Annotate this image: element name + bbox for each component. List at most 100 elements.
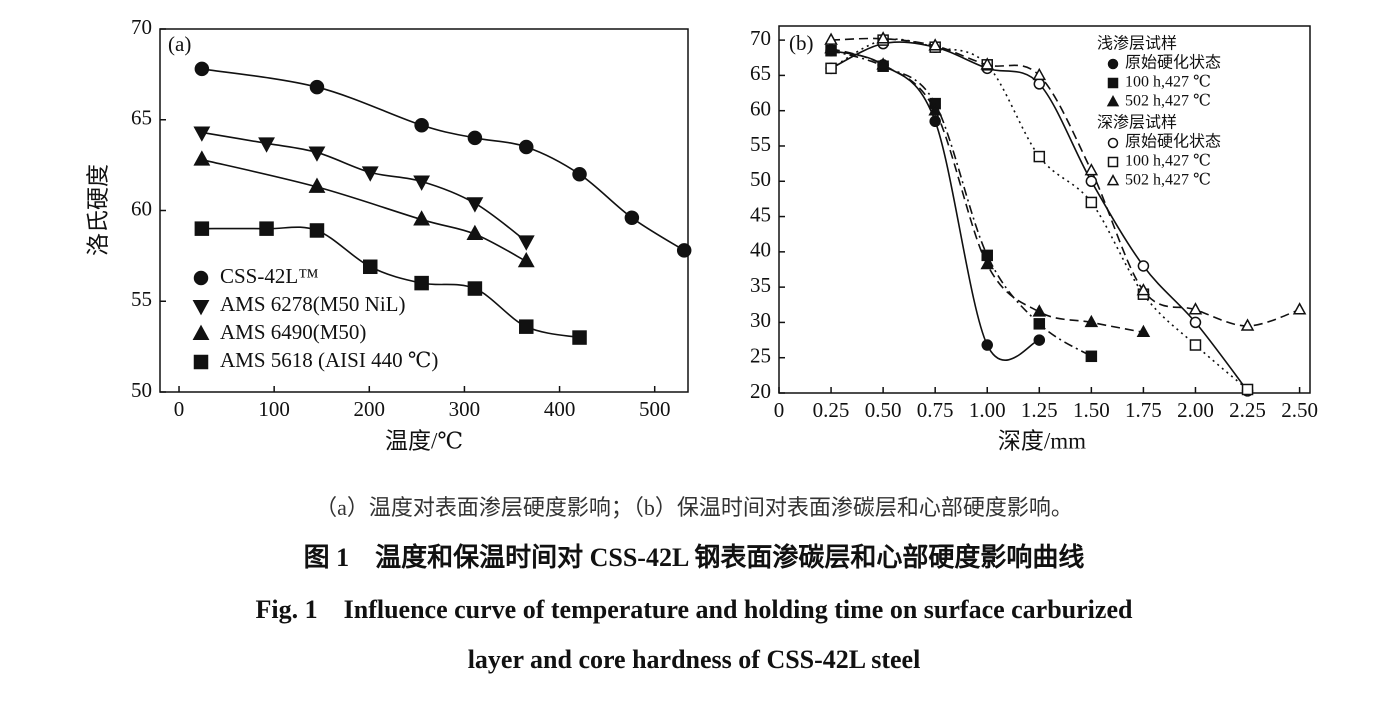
y-tick-label: 65 bbox=[131, 106, 152, 130]
legend-label: 502 h,427 ℃ bbox=[1125, 172, 1211, 189]
x-axis-label: 深度/mm bbox=[998, 428, 1086, 453]
y-tick-label: 20 bbox=[750, 379, 771, 403]
data-point bbox=[1085, 175, 1098, 188]
data-point bbox=[1241, 383, 1254, 396]
data-point bbox=[194, 221, 210, 236]
data-point bbox=[413, 210, 431, 226]
sub-caption: （a）温度对表面渗层硬度影响；（b）保温时间对表面渗碳层和心部硬度影响。 bbox=[315, 495, 1073, 520]
legend-marker bbox=[1107, 77, 1119, 89]
data-point bbox=[259, 221, 274, 236]
legend-label: 502 h,427 ℃ bbox=[1125, 93, 1211, 110]
data-point bbox=[624, 210, 640, 226]
legend-marker bbox=[1107, 58, 1119, 70]
y-tick-label: 25 bbox=[750, 344, 771, 368]
data-point bbox=[1032, 67, 1047, 81]
data-point bbox=[981, 339, 993, 351]
y-tick-label: 70 bbox=[131, 15, 152, 39]
x-tick-label: 2.25 bbox=[1229, 398, 1266, 422]
data-point bbox=[1033, 334, 1046, 346]
data-point bbox=[194, 61, 210, 77]
data-point bbox=[928, 38, 942, 51]
data-point bbox=[1084, 314, 1099, 328]
x-tick-label: 1.75 bbox=[1125, 398, 1162, 422]
x-tick-label: 0.75 bbox=[917, 398, 954, 422]
data-point bbox=[258, 137, 275, 153]
caption-en: Fig. 1 Influence curve of temperature an… bbox=[256, 595, 1133, 624]
data-point bbox=[1137, 260, 1150, 272]
series-line bbox=[831, 37, 1300, 327]
legend-marker bbox=[1106, 95, 1120, 107]
series-line bbox=[201, 68, 685, 252]
x-tick-label: 1.25 bbox=[1021, 398, 1058, 422]
legend-label: 100 h,427 ℃ bbox=[1125, 74, 1211, 91]
x-tick-label: 1.00 bbox=[969, 398, 1006, 422]
data-point bbox=[1033, 78, 1046, 90]
data-point bbox=[1084, 163, 1099, 176]
data-point bbox=[193, 126, 211, 142]
legend-label: 原始硬化状态 bbox=[1125, 54, 1221, 72]
y-tick-label: 55 bbox=[131, 287, 152, 311]
data-point bbox=[1033, 318, 1046, 330]
series-line bbox=[830, 41, 1249, 392]
legend-marker bbox=[1107, 137, 1119, 149]
data-point bbox=[980, 57, 995, 70]
data-point bbox=[517, 235, 535, 251]
series-line bbox=[201, 131, 527, 242]
y-tick-label: 30 bbox=[750, 308, 771, 332]
data-point bbox=[1033, 150, 1046, 163]
legend-marker bbox=[1107, 156, 1119, 168]
legend-label: CSS-42L™ bbox=[220, 264, 319, 288]
caption-en: layer and core hardness of CSS-42L steel bbox=[468, 645, 921, 674]
data-point bbox=[309, 223, 325, 238]
data-point bbox=[929, 115, 941, 128]
y-tick-label: 60 bbox=[131, 196, 152, 220]
series-line bbox=[830, 49, 1092, 357]
panel-label: (a) bbox=[168, 32, 191, 56]
y-tick-label: 35 bbox=[750, 273, 771, 297]
data-point bbox=[928, 103, 942, 116]
y-axis-label: 洛氏硬度 bbox=[85, 164, 110, 256]
y-tick-label: 45 bbox=[750, 202, 771, 226]
data-point bbox=[467, 281, 483, 296]
x-tick-label: 500 bbox=[639, 397, 671, 421]
y-tick-label: 60 bbox=[750, 97, 771, 121]
data-point bbox=[308, 177, 326, 193]
y-tick-label: 55 bbox=[750, 132, 771, 156]
data-point bbox=[572, 330, 587, 345]
data-point bbox=[1189, 339, 1202, 351]
x-tick-label: 2.00 bbox=[1177, 398, 1214, 422]
panel-label: (b) bbox=[789, 31, 814, 55]
plot-frame bbox=[778, 25, 1311, 394]
data-point bbox=[309, 79, 325, 95]
legend-title: 深渗层试样 bbox=[1097, 114, 1177, 132]
y-tick-label: 70 bbox=[750, 26, 771, 50]
data-point bbox=[1240, 318, 1255, 331]
data-point bbox=[519, 139, 534, 155]
data-point bbox=[517, 251, 535, 268]
data-point bbox=[824, 41, 838, 54]
data-point bbox=[413, 175, 431, 191]
data-point bbox=[414, 117, 429, 133]
x-tick-label: 0 bbox=[774, 398, 785, 422]
data-point bbox=[1188, 302, 1203, 315]
x-tick-label: 0.25 bbox=[813, 398, 850, 422]
data-point bbox=[825, 62, 837, 75]
data-point bbox=[876, 31, 890, 44]
data-point bbox=[1136, 324, 1151, 338]
series-line bbox=[830, 49, 1040, 361]
legend-title: 浅渗层试样 bbox=[1097, 35, 1177, 53]
legend-marker bbox=[192, 324, 210, 340]
y-tick-label: 40 bbox=[750, 238, 771, 262]
data-point bbox=[876, 57, 890, 70]
data-point bbox=[980, 256, 995, 270]
data-point bbox=[676, 243, 692, 258]
data-point bbox=[1292, 302, 1307, 315]
x-tick-label: 100 bbox=[258, 397, 290, 421]
data-point bbox=[193, 150, 211, 166]
x-tick-label: 1.50 bbox=[1073, 398, 1110, 422]
x-tick-label: 0.50 bbox=[865, 398, 902, 422]
x-tick-label: 200 bbox=[354, 397, 386, 421]
series-line bbox=[201, 158, 527, 263]
data-point bbox=[467, 130, 483, 146]
